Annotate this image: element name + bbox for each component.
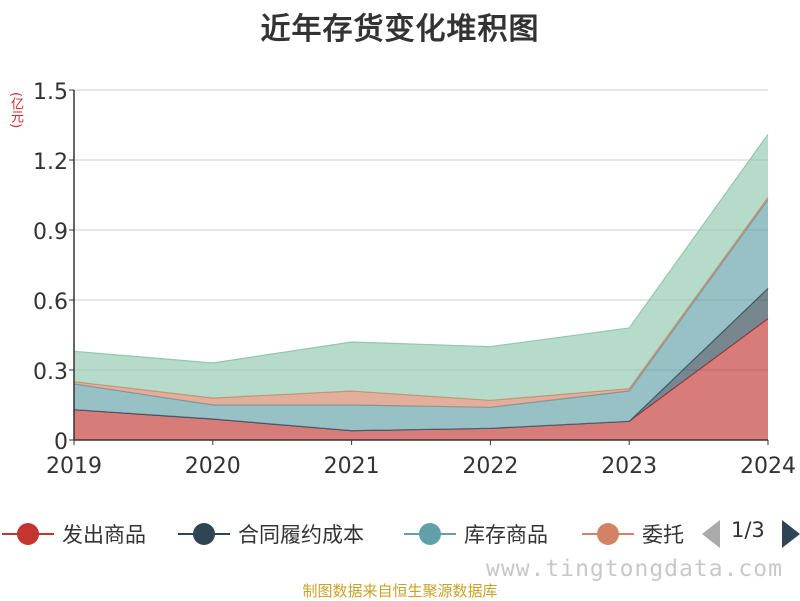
y-axis-unit-label: (亿元) <box>8 92 23 129</box>
data-point-5-5 <box>628 327 630 329</box>
legend-label-4: 委托 <box>642 523 684 547</box>
legend-marker-1 <box>2 516 54 552</box>
y-tick-label-2: 0.6 <box>33 290 68 315</box>
y-tick-label-3: 0.9 <box>33 220 68 245</box>
series-area-5 <box>74 134 768 401</box>
series-area-1 <box>74 318 768 440</box>
y-tick-label-0: 0 <box>54 430 68 455</box>
x-tick-label-1: 2020 <box>185 454 241 479</box>
legend-marker-4 <box>582 516 634 552</box>
y-tick-label-5: 1.5 <box>33 80 68 105</box>
legend-label-3: 库存商品 <box>464 523 548 547</box>
x-tick-label-5: 2024 <box>740 454 796 479</box>
source-note: 制图数据来自恒生聚源数据库 <box>302 582 498 600</box>
legend-item-4[interactable]: 委托 <box>582 516 684 552</box>
y-tick-label-4: 1.2 <box>33 150 68 175</box>
legend-label-1: 发出商品 <box>62 523 146 547</box>
watermark: www.tingtongdata.com <box>486 556 783 582</box>
x-tick-label-4: 2023 <box>601 454 657 479</box>
data-point-5-3 <box>350 341 352 343</box>
legend-item-2[interactable]: 合同履约成本 <box>178 516 364 552</box>
legend-marker-2 <box>178 516 230 552</box>
data-point-5-6 <box>767 133 769 135</box>
legend-label-2: 合同履约成本 <box>238 523 364 547</box>
x-tick-label-2: 2021 <box>324 454 380 479</box>
chart-title: 近年存货变化堆积图 <box>260 12 540 47</box>
x-tick-label-3: 2022 <box>462 454 518 479</box>
chart-legend: 发出商品 合同履约成本 库存商品 委托 <box>0 516 800 552</box>
data-point-5-2 <box>212 362 214 364</box>
legend-item-3[interactable]: 库存商品 <box>404 516 548 552</box>
x-tick-label-0: 2019 <box>46 454 102 479</box>
legend-page-indicator: 1/3 <box>731 518 765 542</box>
legend-marker-3 <box>404 516 456 552</box>
data-point-5-4 <box>489 345 491 347</box>
y-tick-label-1: 0.3 <box>33 360 68 385</box>
legend-prev-page-button[interactable] <box>702 520 720 548</box>
series-area-3 <box>74 199 768 431</box>
series-line-5 <box>73 133 769 364</box>
legend-item-1[interactable]: 发出商品 <box>2 516 146 552</box>
legend-next-page-button[interactable] <box>782 520 800 548</box>
